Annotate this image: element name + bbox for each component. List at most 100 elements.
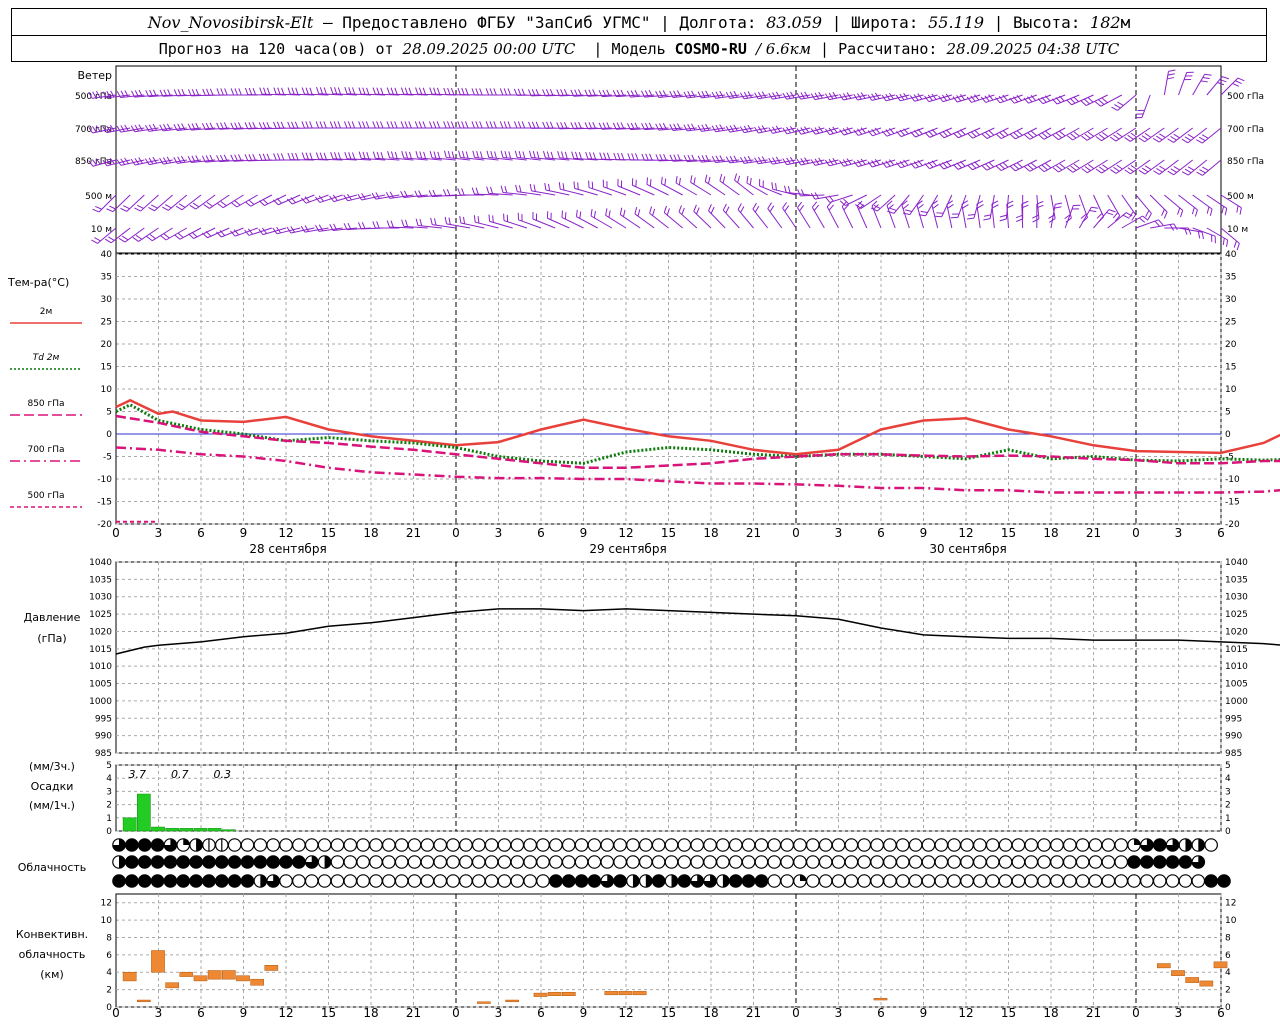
wind-barb-feather (518, 151, 522, 159)
cloud-cover-symbol (536, 855, 550, 869)
cloud-cover-symbol (716, 838, 730, 852)
wind-barb (672, 159, 697, 162)
wind-barb-feather (465, 151, 469, 159)
wind-barb-feather (1181, 171, 1189, 176)
temp-xtick: 18 (1043, 526, 1058, 540)
wind-barb-feather (938, 163, 945, 170)
wind-barb (1107, 212, 1127, 229)
wind-barb-feather (769, 205, 775, 212)
wind-barb-feather (752, 202, 757, 210)
wind-barb (616, 127, 641, 130)
wind-barb-feather (281, 87, 285, 95)
wind-barb-feather (800, 92, 805, 99)
cloud-cover-symbol (639, 838, 653, 852)
wind-barb (276, 227, 301, 235)
wind-barb-feather (648, 89, 653, 97)
wind-barb (205, 127, 230, 131)
wind-barb-feather (195, 122, 200, 130)
wind-barb (630, 94, 655, 98)
wind-barb-feather (386, 220, 390, 228)
wind-barb-feather (533, 184, 536, 192)
wind-barb-feather (945, 160, 952, 167)
wind-barb (900, 127, 924, 138)
conv-cloud-bar (1157, 963, 1171, 969)
wind-barb (531, 156, 556, 161)
wind-barb (737, 209, 754, 229)
wind-barb (195, 194, 216, 210)
wind-barb-feather (782, 127, 788, 135)
wind-barb (734, 179, 754, 196)
wind-barb-feather (1038, 134, 1045, 140)
cloud-cover-symbol (895, 855, 910, 869)
cloud-cover-symbol (497, 838, 512, 852)
wind-barb-feather (266, 87, 271, 95)
wind-level-label-left: 500 м (85, 192, 112, 202)
wind-barb (278, 194, 301, 206)
wind-barb-feather (116, 159, 122, 166)
wind-barb-feather (574, 89, 578, 97)
cloud-cover-symbol (523, 855, 537, 869)
wind-barb-feather (999, 218, 1007, 222)
wind-barb (1093, 209, 1110, 229)
cloud-cover-symbol (1178, 874, 1193, 888)
cloud-cover-symbol (292, 855, 306, 869)
wind-barb-feather (1232, 83, 1240, 87)
wind-barb-feather (535, 88, 540, 96)
wind-barb-feather (138, 157, 143, 164)
wind-barb (162, 127, 187, 132)
wind-barb-feather (347, 222, 352, 230)
wind-barb-feather (938, 132, 945, 139)
wind-barb-feather (931, 160, 937, 167)
temp-ytick-right: -20 (1225, 520, 1240, 530)
wind-barb-feather (1056, 165, 1063, 171)
wind-barb-feather (535, 121, 540, 129)
wind-barb-feather (187, 89, 192, 97)
wind-barb-feather (1021, 204, 1029, 209)
conv-xtick: 6 (537, 1006, 545, 1020)
cloud-cover-symbol (227, 874, 242, 888)
wind-barb-feather (961, 200, 969, 205)
wind-barb-feather (1167, 170, 1175, 176)
wind-barb-feather (895, 162, 902, 169)
conv-cloud-bar (562, 991, 576, 996)
wind-barb-feather (238, 122, 242, 130)
conv-xtick: 0 (792, 1006, 800, 1020)
wind-level-label-left: 10 м (91, 225, 112, 235)
wind-barb-feather (678, 177, 681, 185)
cloud-cover-symbol (908, 874, 923, 888)
wind-barb-feather (276, 226, 282, 234)
cloud-cover-symbol (1037, 838, 1051, 852)
wind-barb-feather (444, 216, 448, 224)
wind-barb-feather (109, 124, 115, 132)
temp-xtick: 6 (537, 526, 545, 540)
wind-barb-feather (272, 227, 278, 235)
wind-barb-feather (814, 192, 820, 199)
wind-barb-feather (234, 200, 241, 206)
temp-xtick: 12 (278, 526, 293, 540)
wind-barb-feather (757, 156, 763, 164)
wind-barb (403, 194, 428, 199)
wind-barb-feather (248, 87, 253, 95)
cloud-cover-symbol (844, 855, 859, 869)
cloud-cover-symbol (369, 855, 383, 869)
wind-barb-feather (329, 121, 334, 129)
wind-barb-feather (418, 121, 423, 129)
temp-ytick-right: 5 (1225, 408, 1231, 418)
wind-barb (687, 94, 712, 99)
wind-barb-feather (707, 176, 711, 184)
cloud-cover-symbol (613, 855, 627, 869)
conv-xtick: 12 (618, 1006, 633, 1020)
conv-cloud-bar (1171, 970, 1185, 976)
forecast-start: 28.09.2025 00:00 UTC (402, 39, 576, 58)
wind-barb-feather (145, 124, 150, 132)
wind-barb (649, 212, 669, 229)
precip-3h-total: 0.3 (214, 768, 232, 781)
conv-unit: (км) (40, 968, 64, 981)
wind-barb-feather (1065, 217, 1072, 223)
wind-barb (290, 227, 315, 234)
wind-barb-feather (693, 204, 697, 212)
cloud-cover-symbol (343, 855, 358, 869)
cloud-cover-symbol (394, 855, 409, 869)
wind-barb-feather (749, 177, 752, 185)
wind-barb (124, 227, 145, 243)
